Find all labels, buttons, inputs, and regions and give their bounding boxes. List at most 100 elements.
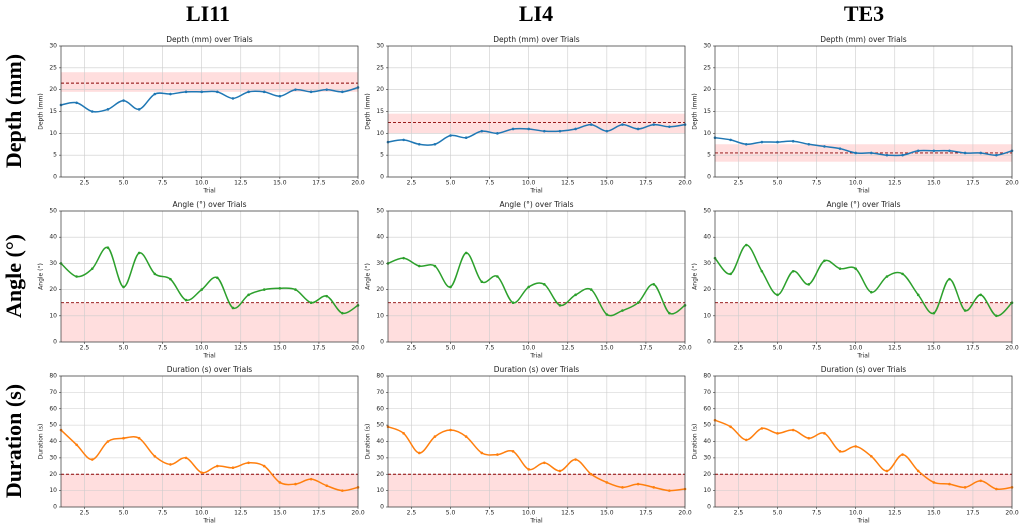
y-tick-label: 40 <box>703 234 711 241</box>
data-point <box>122 285 125 289</box>
y-tick-label: 80 <box>703 373 711 380</box>
data-point <box>106 440 110 443</box>
x-tick-label: 20.0 <box>678 345 692 352</box>
x-tick-label: 7.5 <box>158 510 168 517</box>
x-tick-label: 7.5 <box>158 180 168 187</box>
data-point <box>948 277 951 281</box>
data-point <box>433 435 437 438</box>
data-point <box>341 90 344 94</box>
plot-frame <box>714 210 1013 343</box>
y-tick-label: 30 <box>703 260 711 267</box>
data-point <box>106 246 110 249</box>
y-tick-label: 5 <box>53 152 57 159</box>
y-tick-label: 60 <box>49 405 57 412</box>
chart-title: Depth (mm) over Trials <box>820 35 907 44</box>
y-axis-label: Duration (s) <box>365 424 372 460</box>
x-tick-label: 7.5 <box>812 345 822 352</box>
x-tick-label: 2.5 <box>734 180 744 187</box>
column-header: LI11 <box>186 1 230 26</box>
y-tick-label: 20 <box>376 286 384 293</box>
data-point <box>823 145 826 148</box>
x-tick-label: 12.5 <box>888 510 902 517</box>
data-point <box>932 481 936 484</box>
x-tick-label: 12.5 <box>234 345 248 352</box>
data-point <box>527 127 530 131</box>
x-tick-label: 15.0 <box>927 180 941 187</box>
x-tick-label: 10.0 <box>522 345 536 352</box>
x-tick-label: 17.5 <box>312 180 326 187</box>
y-tick-label: 10 <box>49 487 57 494</box>
y-tick-label: 40 <box>49 438 57 445</box>
data-point <box>807 436 811 440</box>
data-point <box>979 479 983 483</box>
x-tick-label: 7.5 <box>812 180 822 187</box>
data-point <box>402 256 405 260</box>
y-tick-label: 15 <box>703 108 711 115</box>
y-tick-label: 50 <box>703 422 711 429</box>
data-point <box>480 280 484 284</box>
data-point <box>122 436 125 440</box>
data-point <box>901 272 904 276</box>
data-point <box>449 134 452 137</box>
x-tick-label: 20.0 <box>351 510 365 517</box>
x-tick-label: 2.5 <box>80 180 90 187</box>
x-tick-label: 10.0 <box>522 180 536 187</box>
y-tick-label: 10 <box>376 130 384 137</box>
data-point <box>402 138 405 142</box>
data-point <box>558 129 562 133</box>
y-tick-label: 20 <box>49 86 57 93</box>
data-point <box>963 151 967 155</box>
x-tick-label: 20.0 <box>678 510 692 517</box>
plot-frame <box>387 210 686 343</box>
x-axis-label: Trial <box>856 518 870 525</box>
data-point <box>870 290 873 294</box>
data-point <box>247 293 250 297</box>
y-tick-label: 50 <box>49 208 57 215</box>
data-point <box>589 472 593 476</box>
y-tick-label: 10 <box>703 312 711 319</box>
y-axis-label: Angle (°) <box>365 263 372 290</box>
data-point <box>668 125 671 129</box>
x-tick-label: 2.5 <box>407 180 417 187</box>
y-tick-label: 70 <box>49 389 57 396</box>
y-tick-label: 0 <box>380 504 384 511</box>
data-point <box>791 269 795 273</box>
chart-title: Duration (s) over Trials <box>167 365 253 374</box>
x-tick-label: 5.0 <box>119 510 129 517</box>
plot-frame <box>60 45 359 178</box>
data-point <box>652 486 656 489</box>
x-tick-label: 10.0 <box>195 180 209 187</box>
data-point <box>511 301 515 305</box>
data-point <box>995 487 998 491</box>
chart-title: Depth (mm) over Trials <box>166 35 253 44</box>
y-tick-label: 30 <box>376 454 384 461</box>
x-tick-label: 2.5 <box>407 510 417 517</box>
data-point <box>122 99 125 102</box>
y-tick-label: 30 <box>376 43 384 50</box>
data-point <box>464 435 468 438</box>
y-tick-label: 20 <box>376 471 384 478</box>
x-tick-label: 10.0 <box>195 345 209 352</box>
y-tick-label: 40 <box>49 234 57 241</box>
x-tick-label: 2.5 <box>80 345 90 352</box>
data-point <box>527 285 530 289</box>
data-point <box>90 110 94 113</box>
x-tick-label: 17.5 <box>966 510 980 517</box>
data-point <box>838 267 842 270</box>
y-tick-label: 20 <box>703 286 711 293</box>
x-tick-label: 7.5 <box>485 345 495 352</box>
data-point <box>605 129 609 133</box>
chart-title: Angle (°) over Trials <box>172 200 246 209</box>
data-point <box>791 428 795 432</box>
y-tick-label: 80 <box>49 373 57 380</box>
data-point <box>449 428 452 432</box>
data-point <box>153 92 157 96</box>
data-point <box>153 454 157 458</box>
x-tick-label: 7.5 <box>485 180 495 187</box>
data-point <box>574 293 577 297</box>
y-tick-label: 0 <box>707 504 711 511</box>
data-point <box>262 464 266 468</box>
x-tick-label: 15.0 <box>600 345 614 352</box>
data-point <box>75 101 78 105</box>
x-tick-label: 15.0 <box>600 180 614 187</box>
